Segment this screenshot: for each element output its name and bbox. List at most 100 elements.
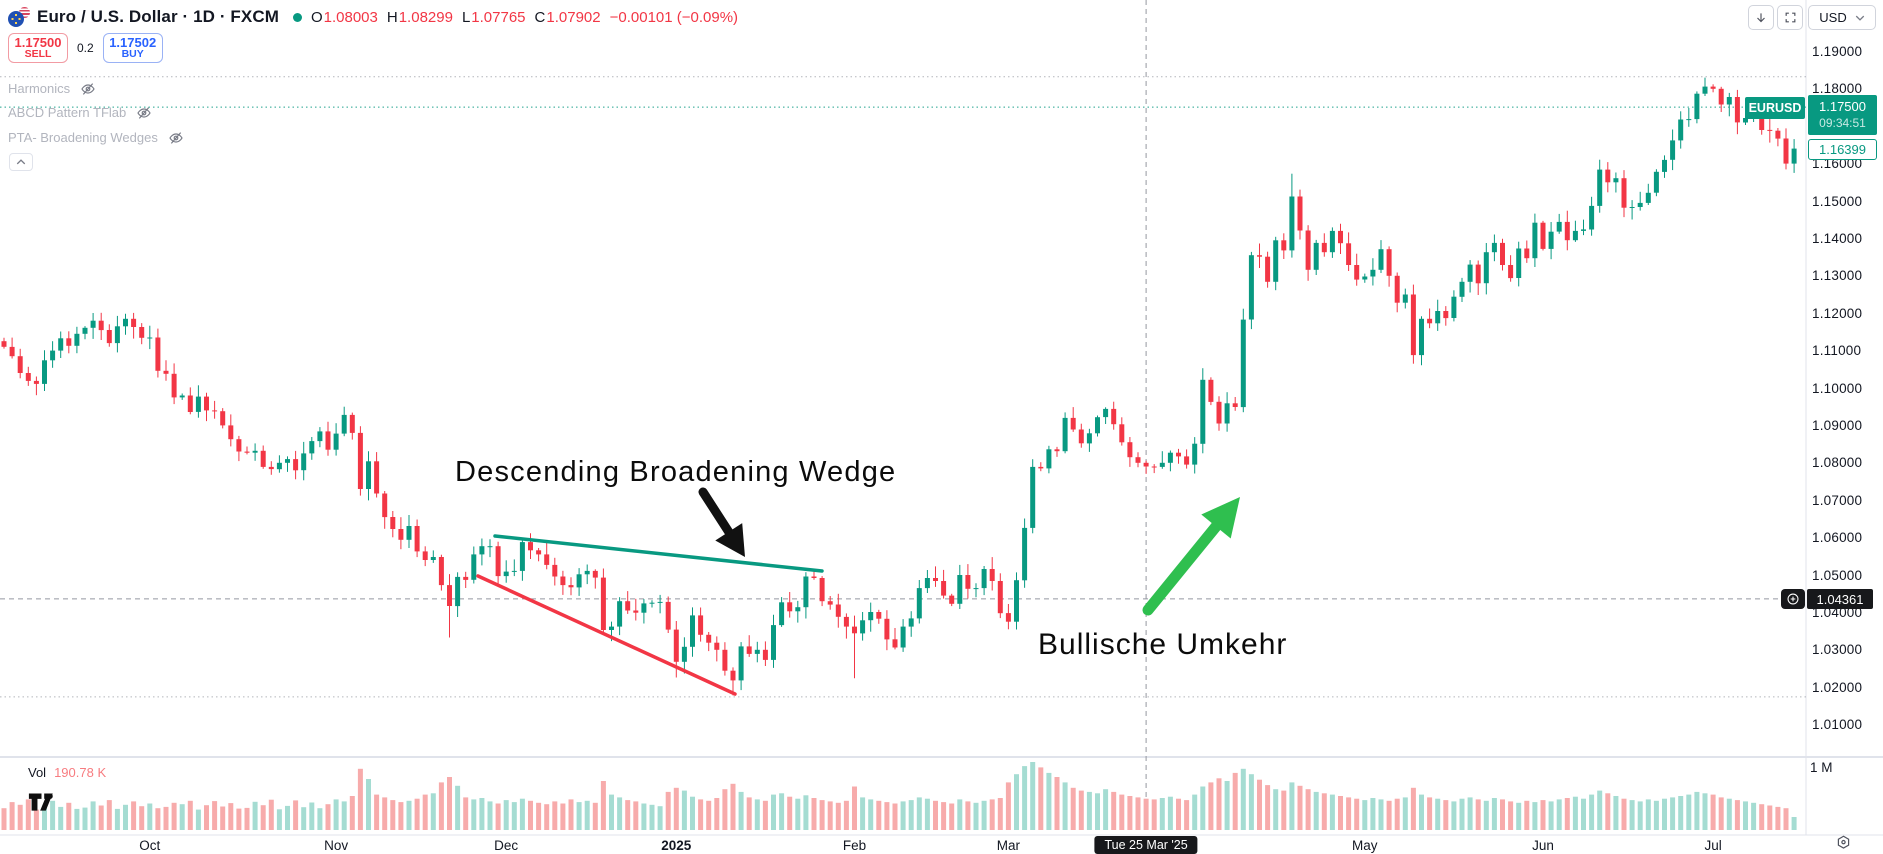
buy-button[interactable]: 1.17502 BUY: [102, 33, 163, 63]
fullscreen-button[interactable]: [1777, 5, 1803, 30]
volume-bar: [1589, 794, 1595, 830]
candle-body: [187, 395, 193, 412]
sell-button[interactable]: 1.17500 SELL: [8, 33, 68, 63]
candle-body: [25, 373, 31, 381]
candle-body: [114, 326, 120, 344]
candle-body: [1475, 264, 1481, 284]
volume-bar: [1078, 790, 1084, 830]
candle-body: [438, 557, 444, 586]
candle-body: [139, 327, 145, 338]
tradingview-logo[interactable]: [28, 792, 64, 818]
volume-bar: [762, 800, 768, 830]
volume-legend: Vol 190.78 K: [28, 765, 106, 780]
volume-bar: [163, 806, 169, 830]
candle-body: [349, 414, 355, 433]
candle-body: [511, 570, 517, 572]
candle-body: [560, 576, 566, 586]
indicator-row-abcd-pattern[interactable]: ABCD Pattern TFlab: [8, 104, 152, 121]
volume-bar: [1694, 791, 1700, 830]
candle-body: [860, 620, 866, 634]
ohlc-values: O1.08003 H1.08299 L1.07765 C1.07902 −0.00101…: [311, 9, 738, 26]
green-annotation-arrow-head: [1201, 497, 1240, 539]
volume-bar: [738, 791, 744, 830]
indicator-row-harmonics[interactable]: Harmonics: [8, 80, 96, 97]
volume-bar: [1467, 797, 1473, 830]
candle-body: [1151, 466, 1157, 468]
symbol-header: Euro / U.S. Dollar · 1D · FXCM O1.08003 H…: [8, 6, 738, 28]
volume-bar: [333, 799, 339, 830]
collapse-legend-button[interactable]: [9, 153, 33, 171]
candle-body: [1200, 379, 1206, 444]
candle-body: [1435, 311, 1441, 324]
volume-bar: [795, 798, 801, 830]
candle-body: [730, 670, 736, 681]
candle-body: [430, 557, 436, 560]
time-tick-label: Jul: [1704, 838, 1722, 853]
candle-body: [1265, 256, 1271, 282]
candle-body: [414, 526, 420, 552]
candle-body: [58, 338, 64, 351]
volume-bar: [528, 800, 533, 830]
time-tick-label: 2025: [661, 838, 692, 853]
wedge-upper-trendline[interactable]: [493, 534, 824, 573]
volume-bar: [187, 800, 193, 830]
candle-body: [1078, 429, 1084, 444]
candle-body: [916, 588, 922, 619]
eye-off-icon[interactable]: [80, 81, 96, 97]
candle-body: [1613, 178, 1619, 183]
volume-bar: [1176, 798, 1181, 830]
candle-body: [1378, 249, 1384, 270]
candle-body: [1103, 408, 1109, 418]
candle-body: [1743, 118, 1748, 123]
currency-dropdown[interactable]: USD: [1808, 5, 1876, 30]
volume-bar: [681, 790, 687, 830]
volume-bar: [1232, 772, 1238, 830]
indicator-row-broadening-wedges[interactable]: PTA- Broadening Wedges: [8, 129, 184, 146]
volume-bar: [309, 802, 315, 830]
candle-body: [1629, 207, 1635, 208]
volume-bar: [155, 808, 161, 830]
volume-bar: [236, 808, 242, 830]
volume-bar: [1653, 800, 1659, 830]
eye-off-icon[interactable]: [168, 130, 184, 146]
price-alert-label[interactable]: 1.16399: [1808, 139, 1877, 160]
candle-body: [681, 646, 687, 662]
volume-bar: [430, 793, 436, 830]
volume-bar: [835, 802, 841, 830]
volume-bar: [414, 798, 420, 830]
scroll-to-recent-button[interactable]: [1748, 5, 1774, 30]
ohlc-change: −0.00101 (−0.09%): [609, 8, 739, 26]
eye-off-icon[interactable]: [136, 105, 152, 121]
volume-bar: [1378, 799, 1384, 830]
volume-bar: [1248, 774, 1254, 830]
volume-bar: [924, 798, 930, 830]
candle-body: [82, 327, 88, 334]
wedge-lower-trendline[interactable]: [476, 574, 737, 696]
candle-body: [528, 542, 533, 551]
candle-body: [1184, 456, 1190, 465]
candle-body: [1581, 229, 1586, 231]
candle-body: [1718, 88, 1724, 105]
green-annotation-arrow[interactable]: [1142, 521, 1222, 616]
volume-bar: [487, 801, 493, 830]
ohlc-o: O1.08003: [310, 8, 378, 26]
candle-body: [819, 578, 825, 602]
volume-bar: [422, 794, 428, 830]
candle-body: [1127, 442, 1133, 458]
candle-body: [455, 576, 461, 607]
candle-body: [714, 642, 720, 650]
volume-bar: [293, 800, 299, 830]
candle-body: [746, 646, 752, 654]
symbol-title[interactable]: Euro / U.S. Dollar · 1D · FXCM: [37, 7, 279, 26]
candle-body: [1491, 242, 1497, 253]
add-order-plus-button[interactable]: [1781, 589, 1805, 609]
time-axis-settings-button[interactable]: [1833, 833, 1853, 851]
ohlc-l: L1.07765: [461, 8, 526, 26]
black-annotation-arrow[interactable]: [698, 487, 734, 537]
candle-body: [957, 575, 963, 604]
volume-bar: [989, 799, 995, 830]
volume-bar: [285, 805, 290, 830]
volume-bar: [276, 809, 282, 830]
price-tick-label: 1.14000: [1812, 230, 1863, 246]
